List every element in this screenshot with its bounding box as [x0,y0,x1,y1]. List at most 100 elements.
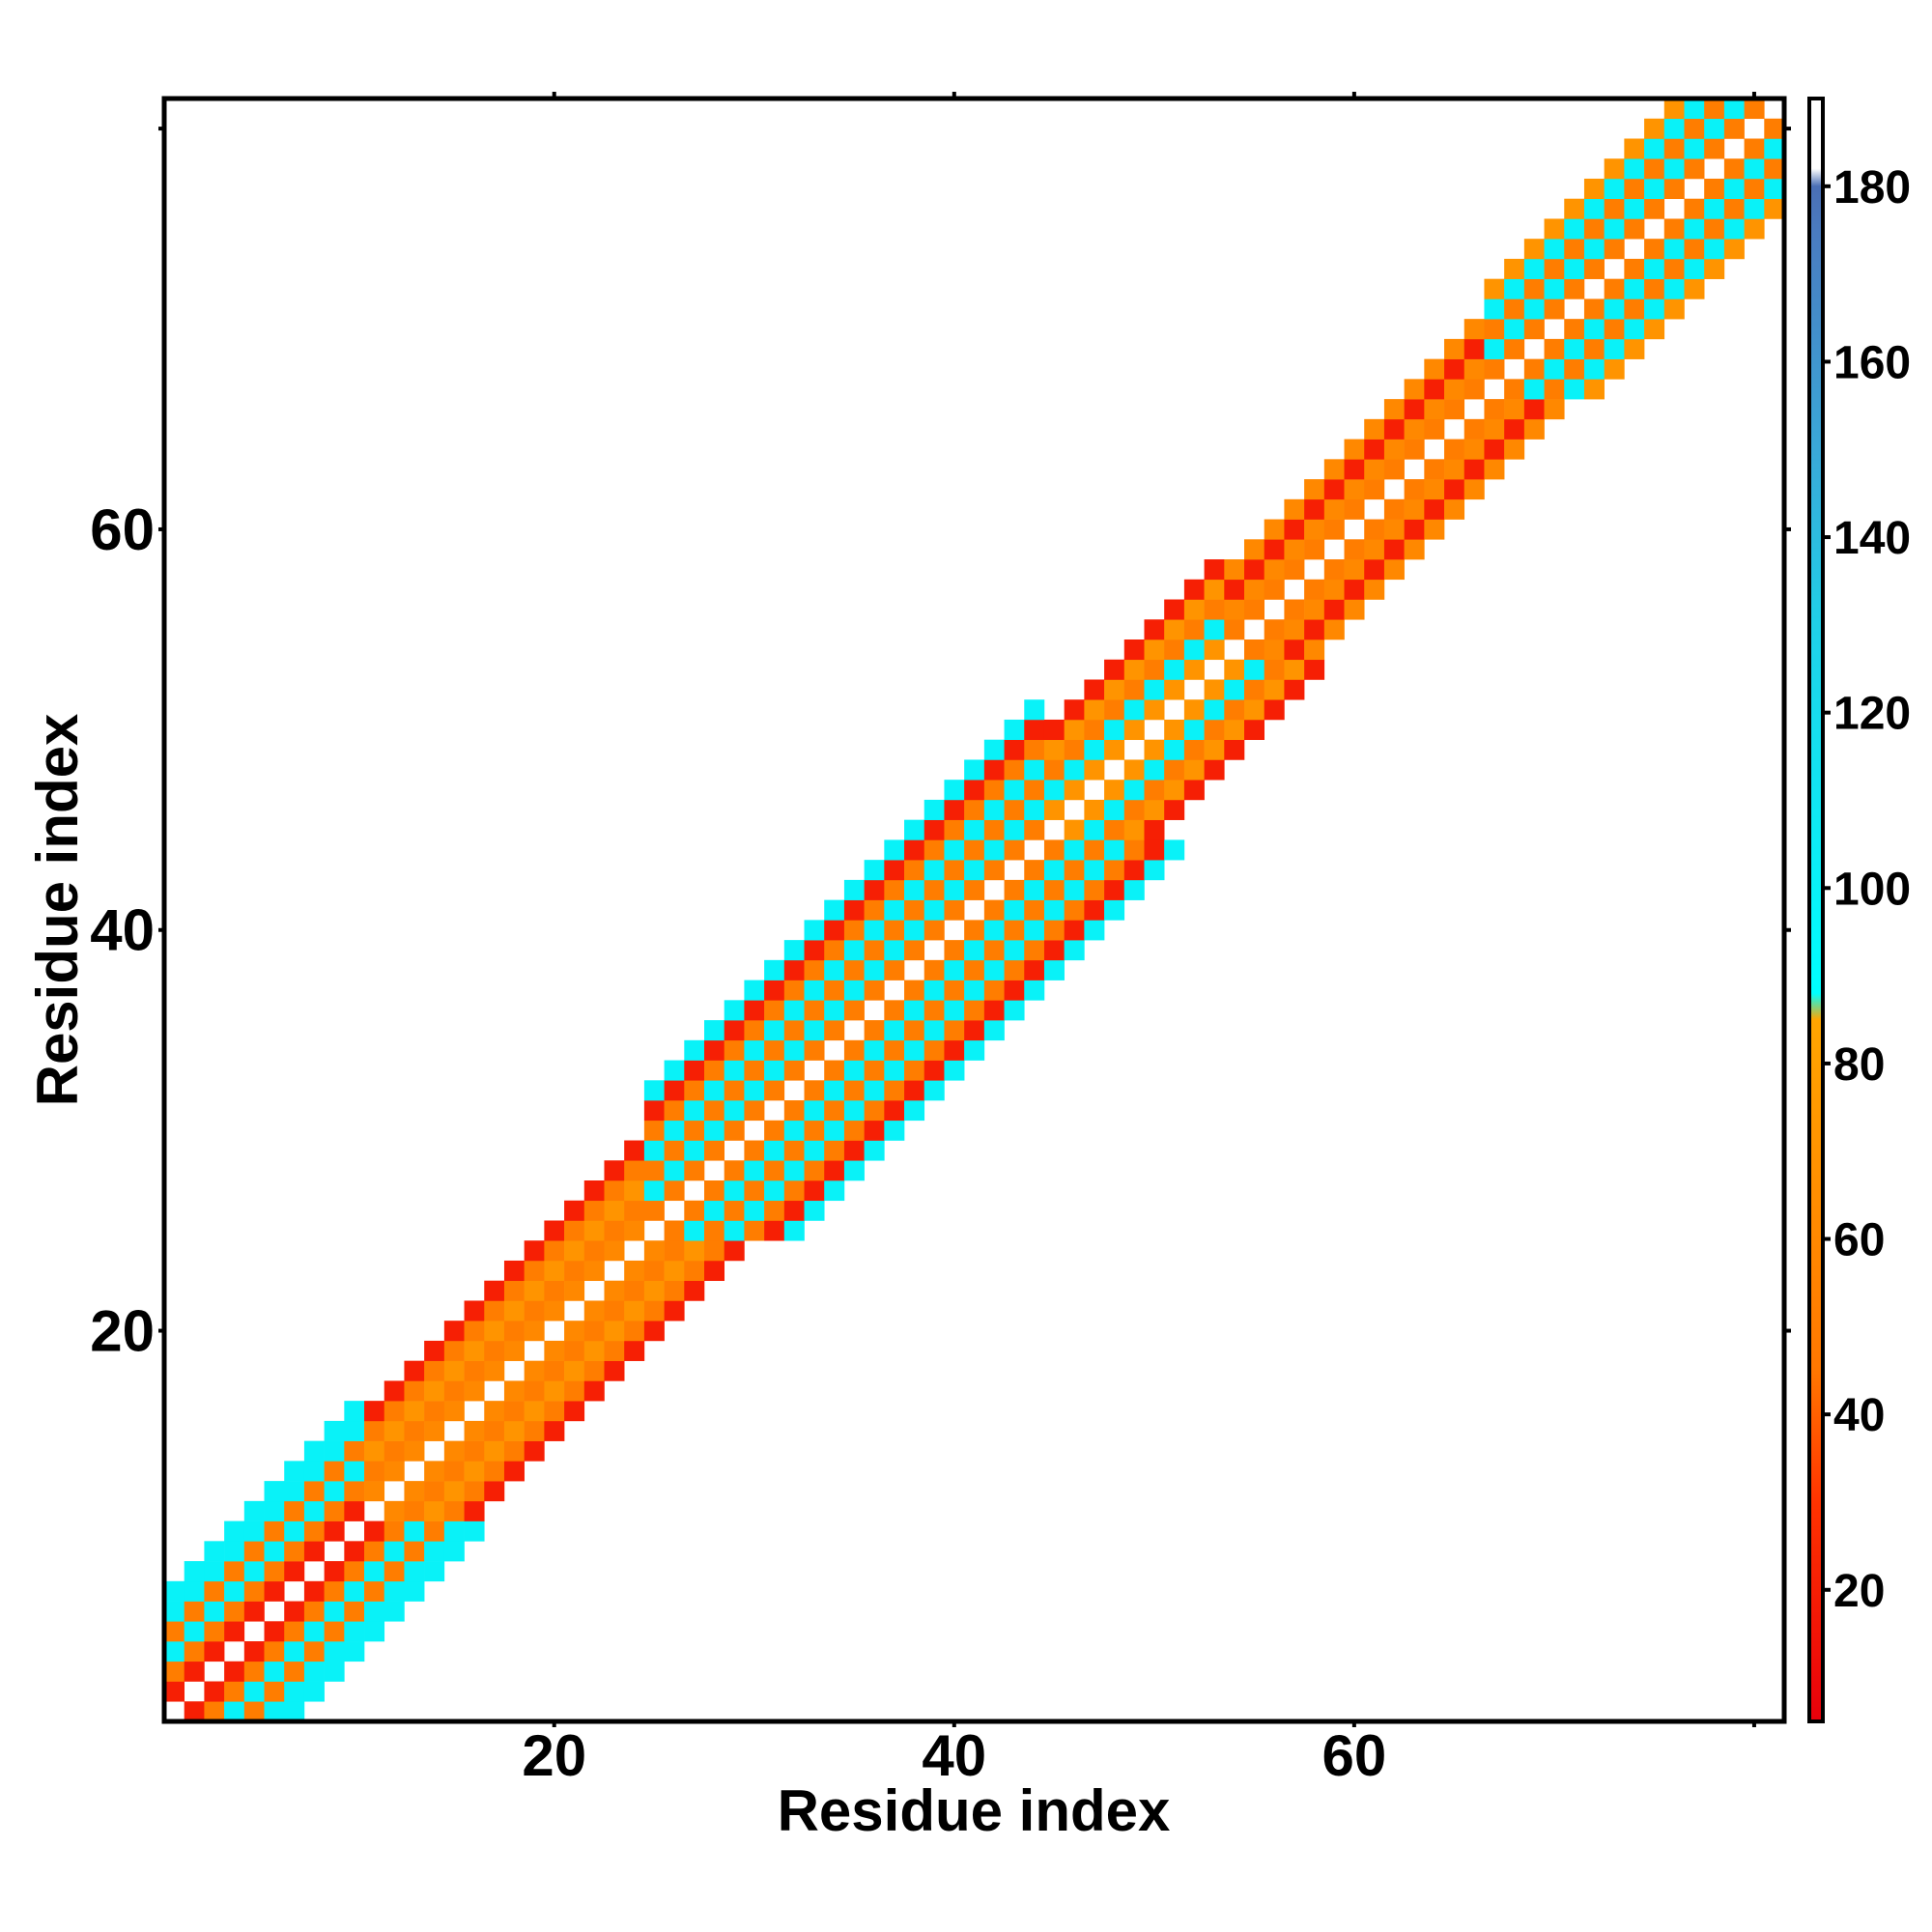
heatmap-cell [524,1300,545,1321]
heatmap-cell [1604,218,1625,240]
heatmap-cell [624,1160,645,1181]
heatmap-cell [804,1000,825,1021]
heatmap-cell [1304,599,1325,620]
heatmap-cell [443,1541,465,1562]
heatmap-cell [923,1060,945,1081]
heatmap-cell [564,1360,585,1381]
heatmap-cell [783,1020,805,1041]
heatmap-cell [404,1541,425,1562]
heatmap-cell [1604,298,1625,320]
heatmap-cell [1644,178,1665,200]
heatmap-cell [1024,920,1045,941]
heatmap-cell [764,1160,785,1181]
heatmap-cell [1544,258,1565,279]
heatmap-cell [1644,258,1665,279]
heatmap-cell [944,1060,965,1081]
heatmap-cell [384,1380,405,1402]
heatmap-cell [264,1681,285,1702]
heatmap-cell [344,1561,365,1582]
heatmap-cell [1383,459,1405,480]
heatmap-cell [824,1020,845,1041]
heatmap-cell [1204,619,1225,640]
heatmap-cell [904,1080,925,1101]
heatmap-cell [303,1681,325,1702]
heatmap-cell [864,1140,885,1161]
heatmap-cell [643,1120,665,1141]
heatmap-cell [964,920,985,941]
heatmap-cell [544,1300,565,1321]
heatmap-cell [684,1160,705,1181]
heatmap-cell [824,940,845,961]
heatmap-cell [923,920,945,941]
heatmap-cell [1323,559,1345,581]
heatmap-cell [1344,579,1365,600]
heatmap-cell [484,1321,505,1342]
heatmap-cell [164,1661,185,1682]
heatmap-cell [1024,959,1045,980]
heatmap-cell [1043,899,1065,921]
colorbar-ramp [1809,99,1823,1721]
heatmap-cell [264,1481,285,1502]
heatmap-cell [404,1520,425,1542]
heatmap-cell [1544,278,1565,299]
heatmap-cell [424,1561,445,1582]
heatmap-cell [1183,579,1205,600]
plot-frame [161,96,1787,1724]
heatmap-cell [1663,239,1685,260]
heatmap-cell [264,1580,285,1602]
heatmap-cell [1564,379,1585,400]
heatmap-cell [544,1260,565,1282]
heatmap-cell [1444,479,1465,500]
heatmap-cell [843,1120,865,1141]
heatmap-cell [1704,138,1725,159]
heatmap-cell [364,1481,385,1502]
heatmap-cell [1663,138,1685,159]
heatmap-cell [1284,679,1305,700]
heatmap-cell [1224,559,1245,581]
heatmap-cell [923,839,945,861]
heatmap-cell [344,1500,365,1521]
heatmap-cell [964,879,985,900]
heatmap-cell [1484,338,1505,359]
heatmap-cell [1504,298,1525,320]
y-tick-label: 60 [90,497,155,562]
heatmap-cell [783,959,805,980]
heatmap-cell [643,1321,665,1342]
heatmap-cell [1323,498,1345,520]
heatmap-cell [324,1461,345,1482]
heatmap-cell [544,1401,565,1422]
heatmap-cell [1084,699,1105,721]
colorbar-tick-label: 180 [1833,162,1911,213]
heatmap-cell [303,1641,325,1662]
heatmap-cell [1344,539,1365,560]
heatmap-cell [1244,679,1265,700]
heatmap-cell [1204,639,1225,661]
heatmap-cell [1064,759,1085,781]
heatmap-cell [804,1160,825,1181]
heatmap-cell [1104,860,1125,881]
heatmap-cell [624,1220,645,1241]
heatmap-cell [824,1180,845,1202]
heatmap-cell [164,1681,185,1702]
heatmap-cell [484,1280,505,1301]
heatmap-cell [624,1260,645,1282]
heatmap-cell [764,1060,785,1081]
heatmap-cell [264,1661,285,1682]
heatmap-cell [1364,539,1385,560]
heatmap-cell [564,1280,585,1301]
heatmap-cell [944,1039,965,1061]
heatmap-cell [1364,439,1385,460]
heatmap-cell [904,1039,925,1061]
heatmap-cell [364,1461,385,1482]
heatmap-cell [1624,278,1645,299]
heatmap-cell [1523,278,1545,299]
heatmap-cell [324,1500,345,1521]
heatmap-cell [1024,780,1045,801]
heatmap-cell [724,1100,745,1122]
heatmap-cell [923,819,945,840]
heatmap-cell [424,1401,445,1422]
heatmap-cell [1144,679,1165,700]
heatmap-cell [884,879,905,900]
heatmap-cell [804,1200,825,1221]
y-axis-label: Residue index [25,714,90,1107]
